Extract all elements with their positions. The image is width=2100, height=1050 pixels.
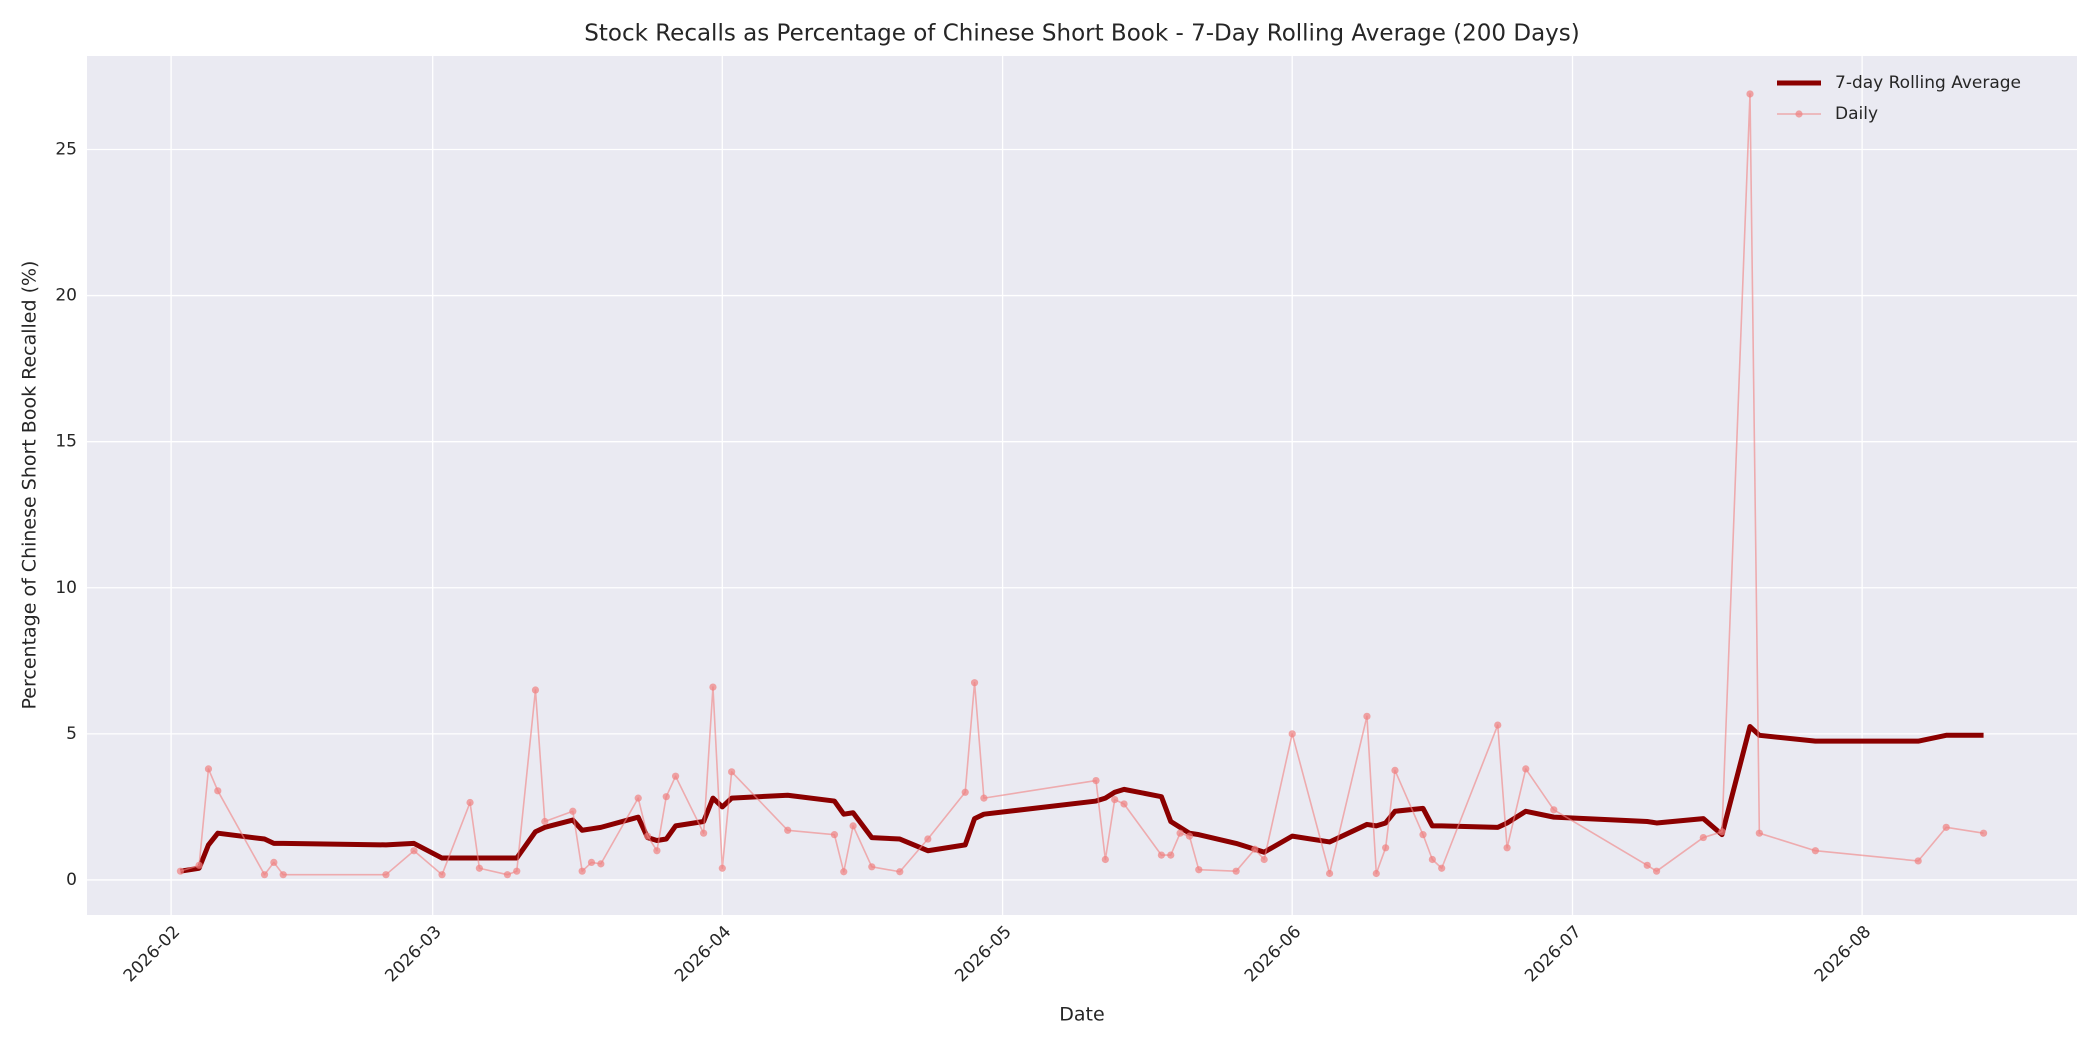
y-tick-label: 25 [55,139,77,159]
data-point [1718,828,1726,836]
data-point [1914,857,1922,865]
data-point [849,822,857,830]
chart-title: Stock Recalls as Percentage of Chinese S… [584,21,1580,47]
data-point [382,871,390,879]
legend-label: Daily [1835,104,1878,124]
x-axis-label: Date [1059,1004,1104,1026]
data-point [643,832,652,840]
data-point [214,787,222,795]
x-tick-label: 2026-07 [1521,922,1585,986]
data-point [840,868,848,876]
y-tick-label: 5 [66,724,77,744]
data-point [587,858,596,867]
data-point [569,807,577,815]
data-point [868,863,876,871]
data-point [503,871,512,879]
data-point [634,794,642,802]
data-point [279,871,287,879]
y-tick-label: 15 [55,432,77,452]
legend-label: 7-day Rolling Average [1835,73,2021,93]
data-point [578,867,586,875]
data-point [466,798,474,807]
data-point [1101,855,1109,864]
data-point [1176,829,1184,837]
data-point [896,868,904,876]
data-point [1157,851,1166,859]
data-point [475,864,483,872]
data-point [700,829,708,837]
x-tick-label: 2026-05 [951,922,1015,986]
data-point [1185,832,1194,840]
data-point [1755,829,1763,837]
data-point [1643,861,1651,869]
legend-marker [1795,110,1803,118]
data-point [662,793,670,801]
x-tick-label: 2026-08 [1811,922,1875,986]
data-point [671,772,680,780]
data-point [1979,829,1988,837]
data-point [513,867,521,875]
data-point [1111,795,1119,804]
data-point [970,679,979,687]
x-tick-label: 2026-02 [120,922,184,986]
data-point [1232,867,1240,875]
data-point [1550,806,1558,814]
y-tick-label: 10 [55,578,77,598]
data-point [438,871,446,879]
x-tick-label: 2026-06 [1241,922,1305,986]
data-point [1288,730,1296,738]
data-point [784,826,792,834]
data-point [1092,776,1100,785]
data-point [1325,869,1334,878]
data-point [176,867,185,875]
data-point [1438,864,1446,872]
plot-area [87,56,2077,915]
data-point [1494,721,1502,729]
data-point [980,794,988,802]
data-point [1522,765,1530,773]
data-point [597,860,605,868]
data-point [1503,844,1511,852]
data-point [1428,855,1436,864]
data-point [204,765,213,773]
data-point [830,831,839,839]
data-point [410,847,418,855]
x-tick-label: 2026-03 [381,922,445,986]
data-point [1120,800,1128,808]
data-point [1363,712,1371,720]
data-point [1942,823,1950,831]
data-point [270,858,278,867]
data-point [1372,869,1380,878]
data-point [1811,847,1820,855]
data-point [195,861,203,869]
data-point [961,788,969,796]
data-point [1167,851,1175,859]
data-point [541,817,549,826]
data-point [709,683,717,691]
x-tick-label: 2026-04 [671,922,735,986]
y-tick-label: 0 [66,870,77,890]
data-point [1746,90,1754,98]
data-point [1195,866,1203,874]
y-tick-label: 20 [55,286,77,306]
data-point [1699,833,1707,842]
data-point [1251,845,1259,853]
data-point [718,864,726,872]
data-point [728,768,736,776]
data-point [531,686,540,694]
data-point [1419,831,1427,839]
data-point [260,871,269,879]
data-point [1652,867,1661,875]
data-point [924,835,932,843]
data-point [653,847,661,855]
data-point [1382,844,1390,852]
y-axis-label: Percentage of Chinese Short Book Recalle… [19,261,41,710]
data-point [1391,766,1399,774]
data-point [1260,855,1268,864]
